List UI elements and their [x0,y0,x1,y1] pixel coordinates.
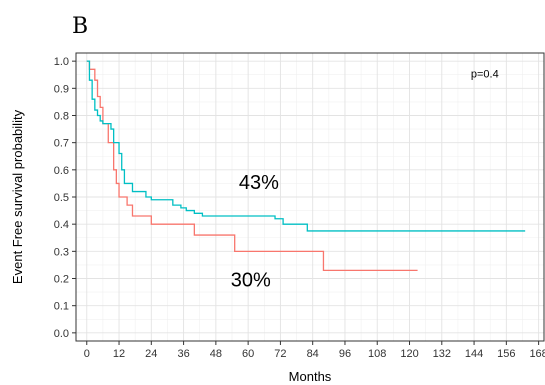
x-tick-label: 60 [242,348,254,360]
survival-curve-0 [86,60,418,272]
x-tick-label: 72 [274,348,286,360]
y-tick-label: 0.6 [54,165,69,177]
x-tick-label: 168 [529,348,545,360]
y-tick-label: 0.2 [54,274,69,286]
y-tick-label: 0.8 [54,110,69,122]
x-tick-label: 144 [465,348,483,360]
panel-label: B [72,14,88,39]
x-axis-title: Months [289,369,332,384]
x-tick-label: 24 [145,348,157,360]
y-tick-label: 0.0 [54,328,69,340]
survival-curve-1 [86,60,526,232]
x-tick-label: 84 [307,348,319,360]
x-tick-label: 36 [177,348,189,360]
y-axis-title: Event Free survival probability [10,109,25,284]
y-tick-label: 0.9 [54,83,69,95]
x-tick-label: 108 [368,348,386,360]
survival-percent-label: 43% [239,172,279,194]
y-tick-label: 1.0 [54,56,69,68]
y-tick-label: 0.1 [54,301,69,313]
y-tick-label: 0.7 [54,138,69,150]
y-tick-label: 0.4 [54,219,69,231]
survival-percent-label: 30% [231,270,271,292]
x-tick-label: 132 [433,348,451,360]
x-tick-label: 0 [84,348,90,360]
x-tick-label: 120 [400,348,418,360]
x-tick-label: 156 [497,348,515,360]
x-tick-label: 96 [339,348,351,360]
y-tick-label: 0.3 [54,246,69,258]
y-tick-label: 0.5 [54,192,69,204]
x-tick-label: 12 [113,348,125,360]
x-tick-label: 48 [210,348,222,360]
p-value-label: p=0.4 [471,68,499,80]
